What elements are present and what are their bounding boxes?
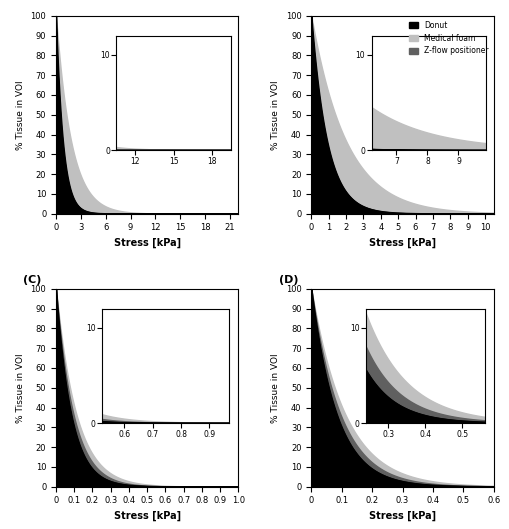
Y-axis label: % Tissue in VOI: % Tissue in VOI xyxy=(271,80,280,150)
Y-axis label: % Tissue in VOI: % Tissue in VOI xyxy=(16,80,25,150)
X-axis label: Stress [kPa]: Stress [kPa] xyxy=(114,511,181,521)
Text: (C): (C) xyxy=(23,275,42,285)
Text: (D): (D) xyxy=(278,275,298,285)
X-axis label: Stress [kPa]: Stress [kPa] xyxy=(369,238,436,248)
X-axis label: Stress [kPa]: Stress [kPa] xyxy=(369,511,436,521)
Y-axis label: % Tissue in VOI: % Tissue in VOI xyxy=(271,353,280,423)
X-axis label: Stress [kPa]: Stress [kPa] xyxy=(114,238,181,248)
Legend: Donut, Medical foam, Z-flow positioner: Donut, Medical foam, Z-flow positioner xyxy=(406,17,492,59)
Y-axis label: % Tissue in VOI: % Tissue in VOI xyxy=(16,353,25,423)
